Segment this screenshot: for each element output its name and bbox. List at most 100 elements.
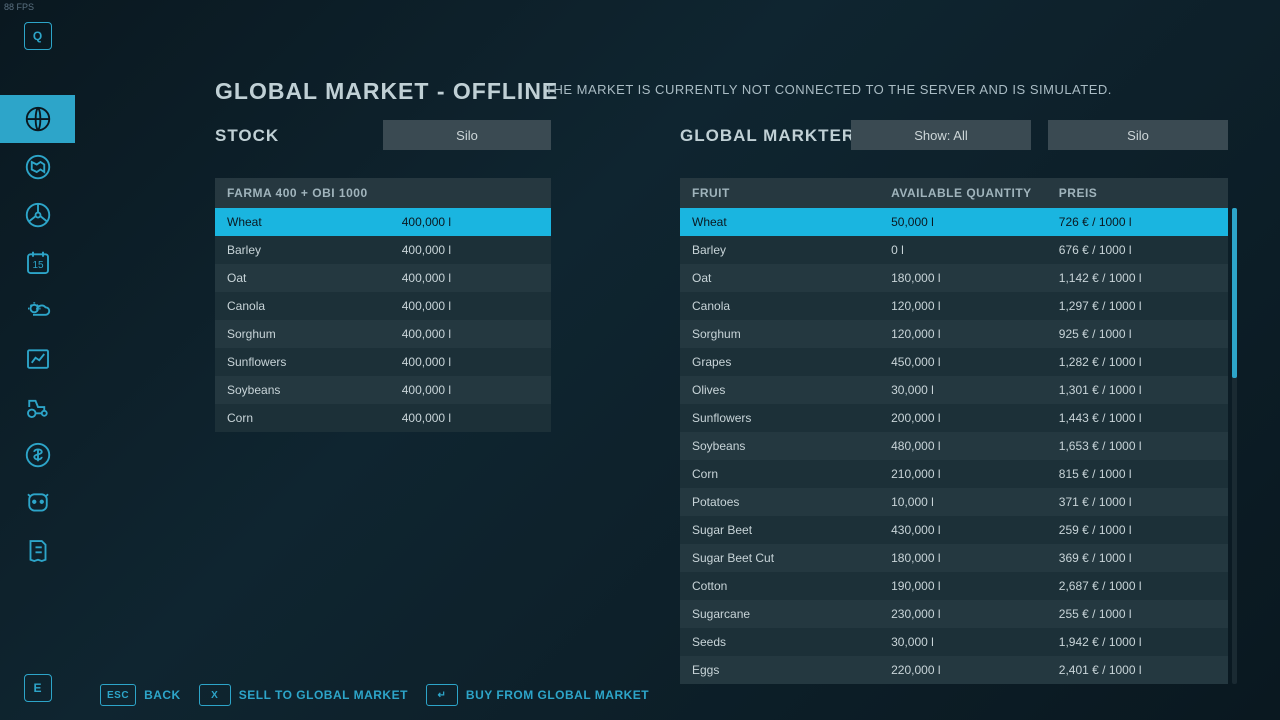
hint-back[interactable]: ESC BACK — [100, 684, 181, 706]
stock-row[interactable]: Canola400,000 l — [215, 292, 551, 320]
sidebar-item-calendar[interactable]: 15 — [0, 239, 75, 287]
market-price: 255 € / 1000 l — [1059, 607, 1216, 621]
market-row[interactable]: Sugar Beet430,000 l259 € / 1000 l — [680, 516, 1228, 544]
market-row[interactable]: Sorghum120,000 l925 € / 1000 l — [680, 320, 1228, 348]
calendar-icon: 15 — [23, 248, 53, 278]
market-qty: 430,000 l — [891, 523, 1059, 537]
market-fruit: Corn — [692, 467, 891, 481]
market-row[interactable]: Sunflowers200,000 l1,443 € / 1000 l — [680, 404, 1228, 432]
market-price: 1,282 € / 1000 l — [1059, 355, 1216, 369]
market-price: 925 € / 1000 l — [1059, 327, 1216, 341]
market-fruit: Potatoes — [692, 495, 891, 509]
market-price: 1,942 € / 1000 l — [1059, 635, 1216, 649]
scroll-thumb[interactable] — [1232, 208, 1237, 378]
market-price: 1,653 € / 1000 l — [1059, 439, 1216, 453]
sidebar-item-global-market[interactable] — [0, 95, 75, 143]
hint-sell[interactable]: X SELL TO GLOBAL MARKET — [199, 684, 408, 706]
sidebar-item-vehicles[interactable] — [0, 191, 75, 239]
market-row[interactable]: Olives30,000 l1,301 € / 1000 l — [680, 376, 1228, 404]
stock-table: FARMA 400 + OBI 1000 Wheat400,000 lBarle… — [215, 178, 551, 432]
sidebar-item-finance[interactable] — [0, 431, 75, 479]
market-fruit: Olives — [692, 383, 891, 397]
chart-icon — [23, 344, 53, 374]
next-tab-key: E — [24, 674, 52, 702]
x-key-icon: X — [199, 684, 231, 706]
stock-row[interactable]: Sorghum400,000 l — [215, 320, 551, 348]
stock-row[interactable]: Sunflowers400,000 l — [215, 348, 551, 376]
market-scrollbar[interactable] — [1232, 208, 1237, 684]
stock-name: Wheat — [227, 215, 402, 229]
stock-row[interactable]: Oat400,000 l — [215, 264, 551, 292]
stock-qty: 400,000 l — [402, 299, 539, 313]
stock-name: Barley — [227, 243, 402, 257]
sidebar: Q 15 E — [0, 0, 75, 720]
market-row[interactable]: Sugar Beet Cut180,000 l369 € / 1000 l — [680, 544, 1228, 572]
stock-row[interactable]: Corn400,000 l — [215, 404, 551, 432]
market-price: 815 € / 1000 l — [1059, 467, 1216, 481]
sidebar-item-animals[interactable] — [0, 479, 75, 527]
stock-row[interactable]: Wheat400,000 l — [215, 208, 551, 236]
sidebar-item-weather[interactable] — [0, 287, 75, 335]
market-row[interactable]: Grapes450,000 l1,282 € / 1000 l — [680, 348, 1228, 376]
sidebar-item-contracts[interactable] — [0, 527, 75, 575]
enter-key-icon: ↵ — [426, 684, 458, 706]
market-price: 2,401 € / 1000 l — [1059, 663, 1216, 677]
market-row[interactable]: Canola120,000 l1,297 € / 1000 l — [680, 292, 1228, 320]
market-fruit: Soybeans — [692, 439, 891, 453]
market-row[interactable]: Soybeans480,000 l1,653 € / 1000 l — [680, 432, 1228, 460]
stock-qty: 400,000 l — [402, 215, 539, 229]
market-qty: 120,000 l — [891, 299, 1059, 313]
market-fruit: Canola — [692, 299, 891, 313]
sidebar-item-stats[interactable] — [0, 335, 75, 383]
sidebar-item-garage[interactable] — [0, 383, 75, 431]
col-price: PREIS — [1059, 186, 1216, 200]
market-fruit: Sugarcane — [692, 607, 891, 621]
market-fruit: Cotton — [692, 579, 891, 593]
stock-qty: 400,000 l — [402, 243, 539, 257]
stock-section-label: STOCK — [215, 126, 279, 146]
content-area: GLOBAL MARKET - OFFLINE THE MARKET IS CU… — [75, 0, 1280, 720]
stock-name: Sunflowers — [227, 355, 402, 369]
stock-row[interactable]: Barley400,000 l — [215, 236, 551, 264]
animal-icon — [23, 488, 53, 518]
market-qty: 10,000 l — [891, 495, 1059, 509]
market-row[interactable]: Oat180,000 l1,142 € / 1000 l — [680, 264, 1228, 292]
svg-text:15: 15 — [32, 260, 44, 271]
market-table-header: FRUIT AVAILABLE QUANTITY PREIS — [680, 178, 1228, 208]
bottom-hint-bar: ESC BACK X SELL TO GLOBAL MARKET ↵ BUY F… — [100, 684, 649, 706]
market-row[interactable]: Eggs220,000 l2,401 € / 1000 l — [680, 656, 1228, 684]
market-row[interactable]: Cotton190,000 l2,687 € / 1000 l — [680, 572, 1228, 600]
market-qty: 480,000 l — [891, 439, 1059, 453]
market-qty: 190,000 l — [891, 579, 1059, 593]
market-row[interactable]: Wheat50,000 l726 € / 1000 l — [680, 208, 1228, 236]
page-title: GLOBAL MARKET - OFFLINE — [215, 78, 558, 105]
market-row[interactable]: Sugarcane230,000 l255 € / 1000 l — [680, 600, 1228, 628]
hint-back-label: BACK — [144, 688, 181, 702]
stock-name: Canola — [227, 299, 402, 313]
market-silo-filter[interactable]: Silo — [1048, 120, 1228, 150]
market-row[interactable]: Potatoes10,000 l371 € / 1000 l — [680, 488, 1228, 516]
market-show-filter[interactable]: Show: All — [851, 120, 1031, 150]
market-qty: 180,000 l — [891, 551, 1059, 565]
sidebar-item-map[interactable] — [0, 143, 75, 191]
market-row[interactable]: Seeds30,000 l1,942 € / 1000 l — [680, 628, 1228, 656]
market-price: 1,142 € / 1000 l — [1059, 271, 1216, 285]
contracts-icon — [23, 536, 53, 566]
market-price: 726 € / 1000 l — [1059, 215, 1216, 229]
stock-qty: 400,000 l — [402, 327, 539, 341]
stock-qty: 400,000 l — [402, 411, 539, 425]
market-price: 676 € / 1000 l — [1059, 243, 1216, 257]
weather-icon — [23, 296, 53, 326]
market-qty: 50,000 l — [891, 215, 1059, 229]
hint-buy[interactable]: ↵ BUY FROM GLOBAL MARKET — [426, 684, 649, 706]
market-fruit: Wheat — [692, 215, 891, 229]
market-row[interactable]: Barley0 l676 € / 1000 l — [680, 236, 1228, 264]
market-row[interactable]: Corn210,000 l815 € / 1000 l — [680, 460, 1228, 488]
stock-qty: 400,000 l — [402, 383, 539, 397]
dollar-icon — [23, 440, 53, 470]
tractor-icon — [23, 392, 53, 422]
stock-silo-filter[interactable]: Silo — [383, 120, 551, 150]
prev-tab-key: Q — [24, 22, 52, 50]
stock-row[interactable]: Soybeans400,000 l — [215, 376, 551, 404]
market-price: 1,443 € / 1000 l — [1059, 411, 1216, 425]
